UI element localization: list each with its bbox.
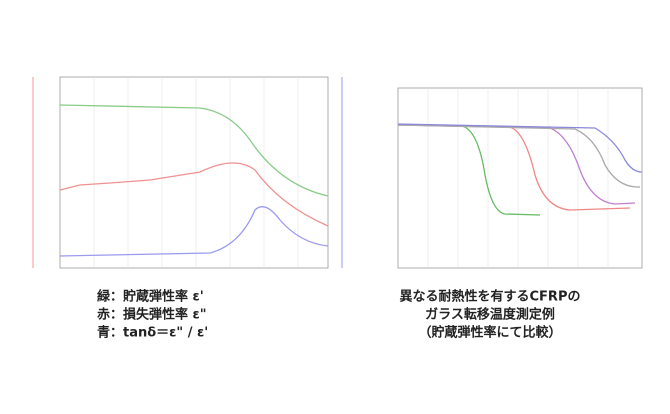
storage-curve [59,104,329,197]
caption-line: ガラス転移温度測定例 [425,307,555,323]
curve-gray [397,124,641,188]
caption-line: 異なる耐熱性を有するCFRPの [400,289,581,305]
plot-frame [397,87,643,269]
curve-red [397,124,631,211]
grid [427,88,609,268]
curve-blue [397,123,643,173]
loss-curve [59,162,329,227]
caption-line: 赤：損失弾性率 ε" [97,307,207,323]
caption-line: 青：tanδ＝ε" / ε' [97,325,208,341]
caption-line: 緑：貯蔵弾性率 ε' [97,289,204,305]
plot-frame [59,76,329,269]
curve-green [397,124,541,216]
curve-purple [397,124,636,205]
caption-line: （貯蔵弾性率にて比較） [418,325,561,341]
right-figure: 異なる耐熱性を有するCFRPの ガラス転移温度測定例 （貯蔵弾性率にて比較） [397,87,643,341]
tan-curve [59,206,329,257]
left-figure: 緑：貯蔵弾性率 ε' 赤：損失弾性率 ε" 青：tanδ＝ε" / ε' [32,76,343,341]
